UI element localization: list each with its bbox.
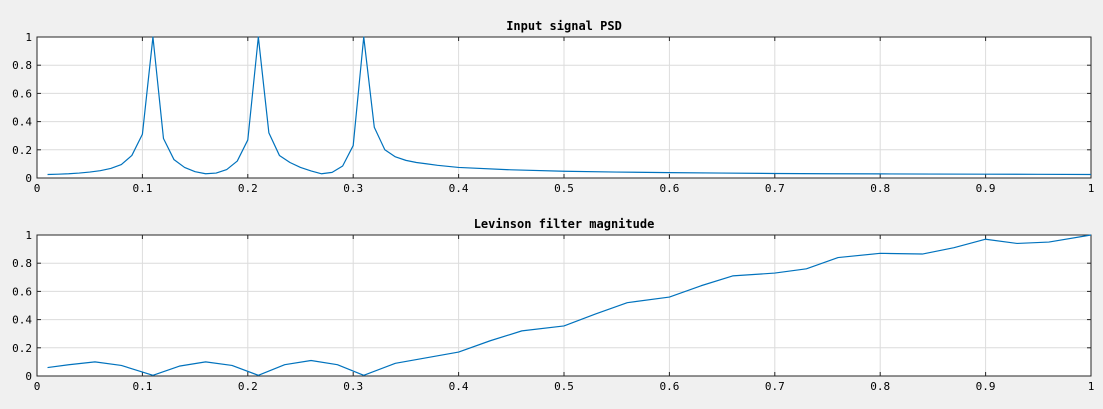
y-tick-label: 0.8 (12, 59, 32, 72)
x-tick-label: 0.1 (132, 380, 152, 393)
x-tick-label: 0.2 (238, 182, 258, 195)
y-tick-label: 1 (25, 229, 32, 242)
y-tick-label: 0.6 (12, 285, 32, 298)
y-tick-label: 0 (25, 370, 32, 383)
y-tick-label: 0.8 (12, 257, 32, 270)
y-tick-label: 0.2 (12, 342, 32, 355)
x-tick-label: 0.9 (976, 182, 996, 195)
x-tick-label: 0.5 (554, 380, 574, 393)
x-tick-label: 0.6 (659, 380, 679, 393)
x-tick-label: 0.3 (343, 380, 363, 393)
x-tick-label: 0.7 (765, 182, 785, 195)
x-tick-label: 1 (1088, 380, 1095, 393)
x-tick-label: 0.8 (870, 380, 890, 393)
chart-title: Input signal PSD (506, 19, 622, 33)
y-tick-label: 0.6 (12, 87, 32, 100)
x-tick-label: 0.4 (449, 182, 469, 195)
x-tick-label: 0.1 (132, 182, 152, 195)
y-tick-label: 0.2 (12, 144, 32, 157)
x-tick-label: 0.3 (343, 182, 363, 195)
subplot-2: 0 0.1 0.2 0.3 0.4 0.5 0.6 0.7 0.8 0.9 1 0 0.2 0.4 0.6 0… (12, 217, 1094, 393)
y-tick-label: 0.4 (12, 314, 32, 327)
series-line (47, 234, 1092, 376)
y-tick-label: 1 (25, 31, 32, 44)
y-tick-label: 0.4 (12, 116, 32, 129)
x-tick-label: 0.5 (554, 182, 574, 195)
x-tick-label: 0.4 (449, 380, 469, 393)
subplot-1: 0 0.1 0.2 0.3 0.4 0.5 0.6 0.7 0.8 0.9 1 0 0.2 0.4 0.6 0… (12, 19, 1094, 195)
y-tick-label: 0 (25, 172, 32, 185)
series-line (47, 36, 1092, 176)
x-tick-label: 0 (34, 182, 41, 195)
x-tick-label: 0 (34, 380, 41, 393)
x-tick-label: 0.9 (976, 380, 996, 393)
x-tick-label: 0.7 (765, 380, 785, 393)
x-tick-label: 0.8 (870, 182, 890, 195)
x-tick-label: 0.6 (659, 182, 679, 195)
x-tick-label: 1 (1088, 182, 1095, 195)
x-tick-label: 0.2 (238, 380, 258, 393)
chart-title: Levinson filter magnitude (474, 217, 655, 231)
